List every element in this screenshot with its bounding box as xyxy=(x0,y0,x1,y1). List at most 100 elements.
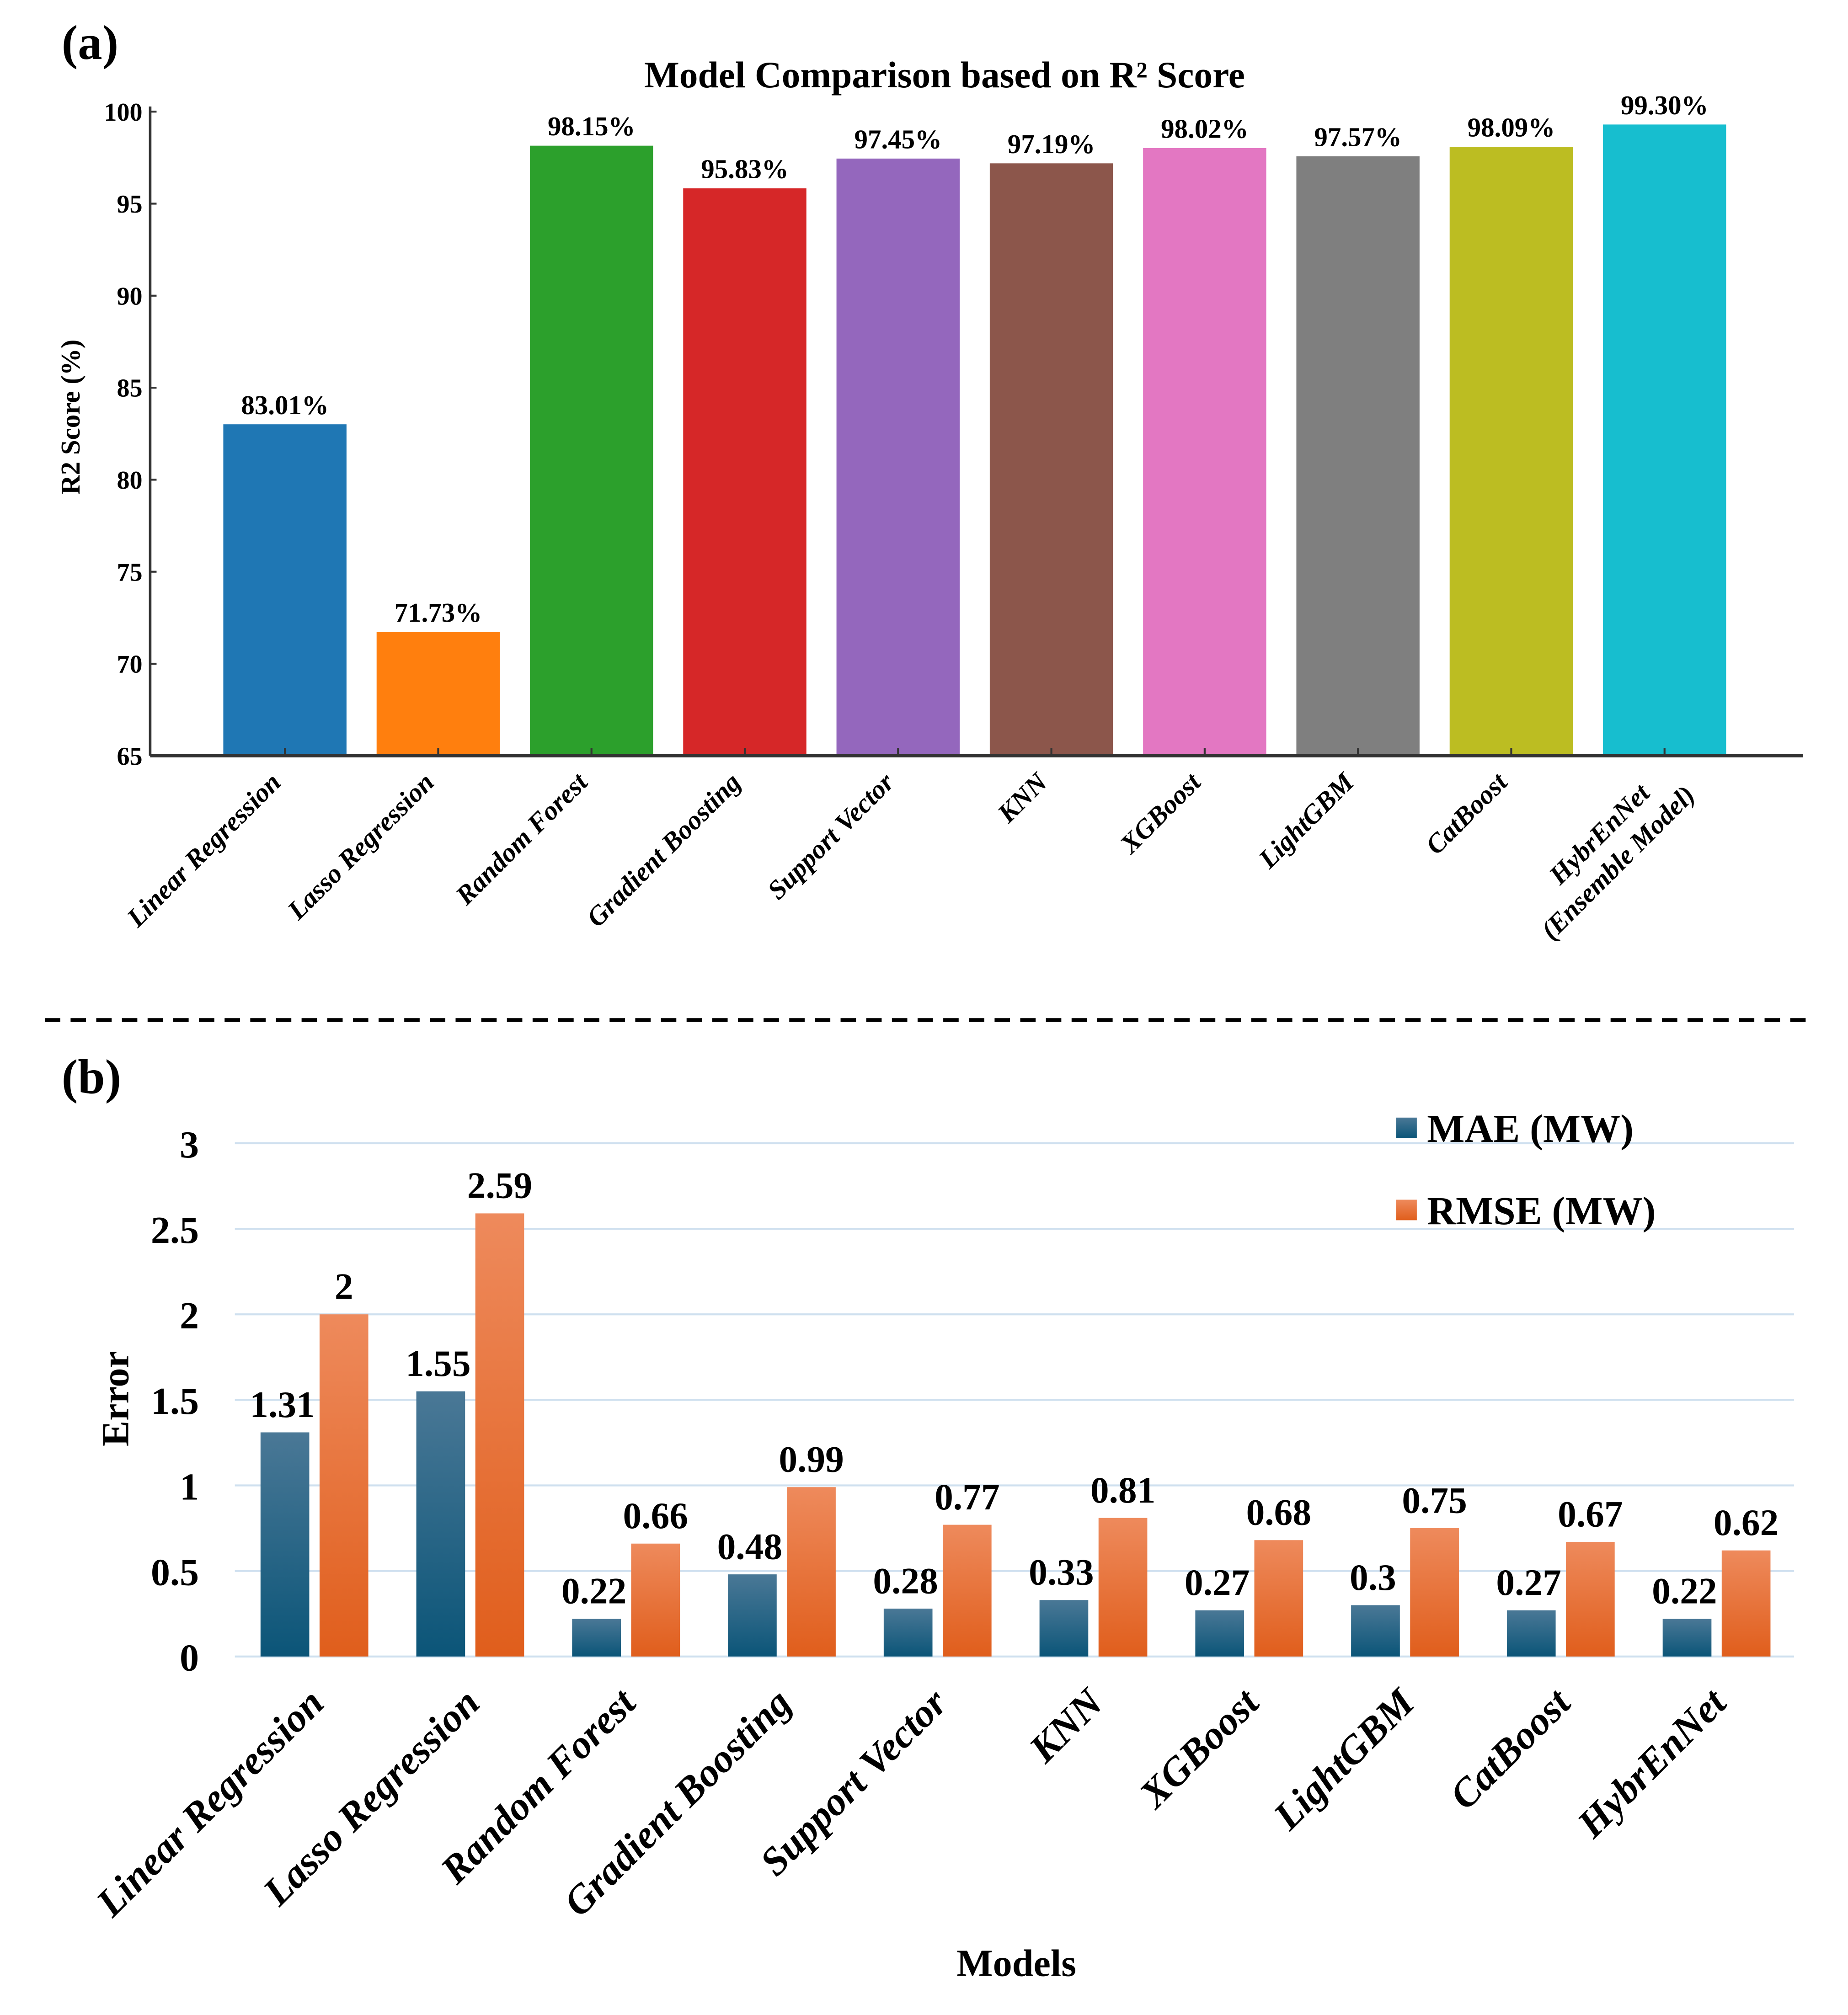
x-tick-label: CatBoost xyxy=(1420,766,1513,860)
mae-data-label: 1.55 xyxy=(406,1343,470,1384)
x-tick-label: Lasso Regression xyxy=(281,767,440,926)
y-tick-label: 2.5 xyxy=(151,1209,199,1252)
bar-support-vector xyxy=(836,158,960,756)
y-tick-label: 0.5 xyxy=(151,1551,199,1594)
rmse-bar xyxy=(1098,1518,1148,1657)
y-tick-label: 65 xyxy=(117,742,142,771)
mae-data-label: 0.33 xyxy=(1029,1551,1094,1593)
x-tick-label-line: KNN xyxy=(991,766,1054,829)
data-label: 83.01% xyxy=(241,390,329,420)
rmse-bar xyxy=(1566,1541,1615,1657)
legend-entry: MAE (MW) xyxy=(1427,1106,1634,1151)
x-tick-label-line: Random Forest xyxy=(449,766,593,911)
x-tick-label-line: Support Vector xyxy=(761,767,900,905)
x-tick-label-line: Lasso Regression xyxy=(281,767,440,926)
x-tick-label: Support Vector xyxy=(761,767,900,905)
rmse-data-label: 0.75 xyxy=(1402,1479,1467,1521)
mae-data-label: 0.22 xyxy=(1652,1570,1717,1612)
x-tick-label: LightGBM xyxy=(1252,766,1361,874)
rmse-bar xyxy=(942,1525,992,1657)
x-tick-label: XGBoost xyxy=(1130,1679,1268,1817)
mae-data-label: 0.48 xyxy=(717,1525,782,1567)
data-label: 97.19% xyxy=(1008,129,1095,159)
x-tick-label-line: CatBoost xyxy=(1420,766,1513,860)
rmse-data-label: 0.67 xyxy=(1558,1493,1623,1535)
mae-bar xyxy=(883,1608,933,1657)
x-tick-label: XGBoost xyxy=(1113,766,1207,859)
error-chart: (b) Error Models 00.511.522.531.312Linea… xyxy=(62,1050,1795,1985)
y-axis-label: R2 Score (%) xyxy=(55,340,85,495)
y-tick-label: 95 xyxy=(117,190,142,219)
x-tick-label-line: LightGBM xyxy=(1252,766,1361,874)
data-label: 98.02% xyxy=(1161,113,1249,144)
rmse-data-label: 0.81 xyxy=(1090,1469,1155,1511)
r2-chart: (a) Model Comparison based on R² Score R… xyxy=(55,16,1803,945)
data-label: 98.09% xyxy=(1468,112,1555,143)
mae-data-label: 0.22 xyxy=(561,1570,626,1612)
y-tick-label: 80 xyxy=(117,466,142,495)
data-label: 97.57% xyxy=(1314,122,1402,152)
y-tick-label: 3 xyxy=(180,1124,199,1166)
x-tick-label: Linear Regression xyxy=(120,767,286,933)
y-tick-label: 70 xyxy=(117,650,142,679)
data-label: 98.15% xyxy=(548,111,636,141)
rmse-data-label: 0.68 xyxy=(1246,1492,1311,1533)
mae-bar xyxy=(1506,1610,1556,1657)
mae-bar xyxy=(416,1391,465,1657)
mae-bar xyxy=(260,1432,310,1657)
data-label: 97.45% xyxy=(855,124,942,154)
bar-catboost xyxy=(1449,147,1573,756)
y-tick-label: 2 xyxy=(180,1295,199,1337)
rmse-data-label: 0.99 xyxy=(779,1439,844,1480)
x-tick-label: CatBoost xyxy=(1441,1679,1579,1818)
bar-lightgbm xyxy=(1296,156,1420,756)
rmse-data-label: 0.66 xyxy=(623,1495,688,1536)
bar-lasso-regression xyxy=(376,632,500,756)
y-tick-label: 1 xyxy=(180,1466,199,1508)
y-tick-label: 100 xyxy=(104,98,142,127)
y-tick-label: 85 xyxy=(117,374,142,403)
rmse-data-label: 0.77 xyxy=(935,1476,999,1518)
rmse-data-label: 0.62 xyxy=(1714,1502,1779,1543)
mae-bar xyxy=(1351,1605,1400,1657)
data-label: 71.73% xyxy=(395,597,482,628)
x-axis-label: Models xyxy=(956,1942,1076,1985)
mae-bar xyxy=(572,1619,621,1657)
x-tick-label: HybrEnNet(Ensemble Model) xyxy=(1511,756,1700,945)
y-tick-label: 75 xyxy=(117,558,142,586)
panel-label-b: (b) xyxy=(62,1050,121,1104)
bar-hybrennet-ensemble-model- xyxy=(1603,124,1726,756)
y-tick-label: 0 xyxy=(180,1637,199,1679)
x-tick-label: KNN xyxy=(1020,1679,1112,1771)
rmse-bar xyxy=(1721,1550,1771,1657)
panel-label-a: (a) xyxy=(62,16,118,70)
data-label: 99.30% xyxy=(1621,90,1709,120)
mae-data-label: 1.31 xyxy=(250,1384,315,1425)
rmse-bar xyxy=(631,1543,680,1657)
y-axis-label: Error xyxy=(95,1351,137,1446)
rmse-bar xyxy=(1254,1540,1303,1657)
x-tick-label: LightGBM xyxy=(1265,1679,1424,1838)
rmse-data-label: 2 xyxy=(335,1266,353,1307)
rmse-bar xyxy=(475,1213,524,1657)
y-tick-label: 90 xyxy=(117,282,142,310)
mae-bar xyxy=(1662,1619,1712,1657)
x-tick-label-line: Gradient Boosting xyxy=(581,767,747,933)
mae-data-label: 0.27 xyxy=(1185,1562,1250,1603)
x-tick-label: Gradient Boosting xyxy=(581,767,747,933)
legend: MAE (MW) RMSE (MW) xyxy=(1396,1106,1656,1233)
rmse-bar xyxy=(1410,1528,1459,1657)
legend-entry: RMSE (MW) xyxy=(1427,1189,1656,1233)
mae-data-label: 0.3 xyxy=(1350,1557,1396,1598)
bar-linear-regression xyxy=(223,424,347,756)
rmse-bar xyxy=(787,1487,836,1657)
mae-data-label: 0.28 xyxy=(873,1560,938,1601)
mae-bar xyxy=(1039,1600,1089,1657)
rmse-data-label: 2.59 xyxy=(467,1165,532,1206)
mae-legend-swatch xyxy=(1396,1117,1417,1138)
mae-data-label: 0.27 xyxy=(1496,1562,1561,1603)
x-tick-label-line: Linear Regression xyxy=(120,767,286,933)
chart-title: Model Comparison based on R² Score xyxy=(644,54,1245,96)
bar-xgboost xyxy=(1143,148,1266,756)
